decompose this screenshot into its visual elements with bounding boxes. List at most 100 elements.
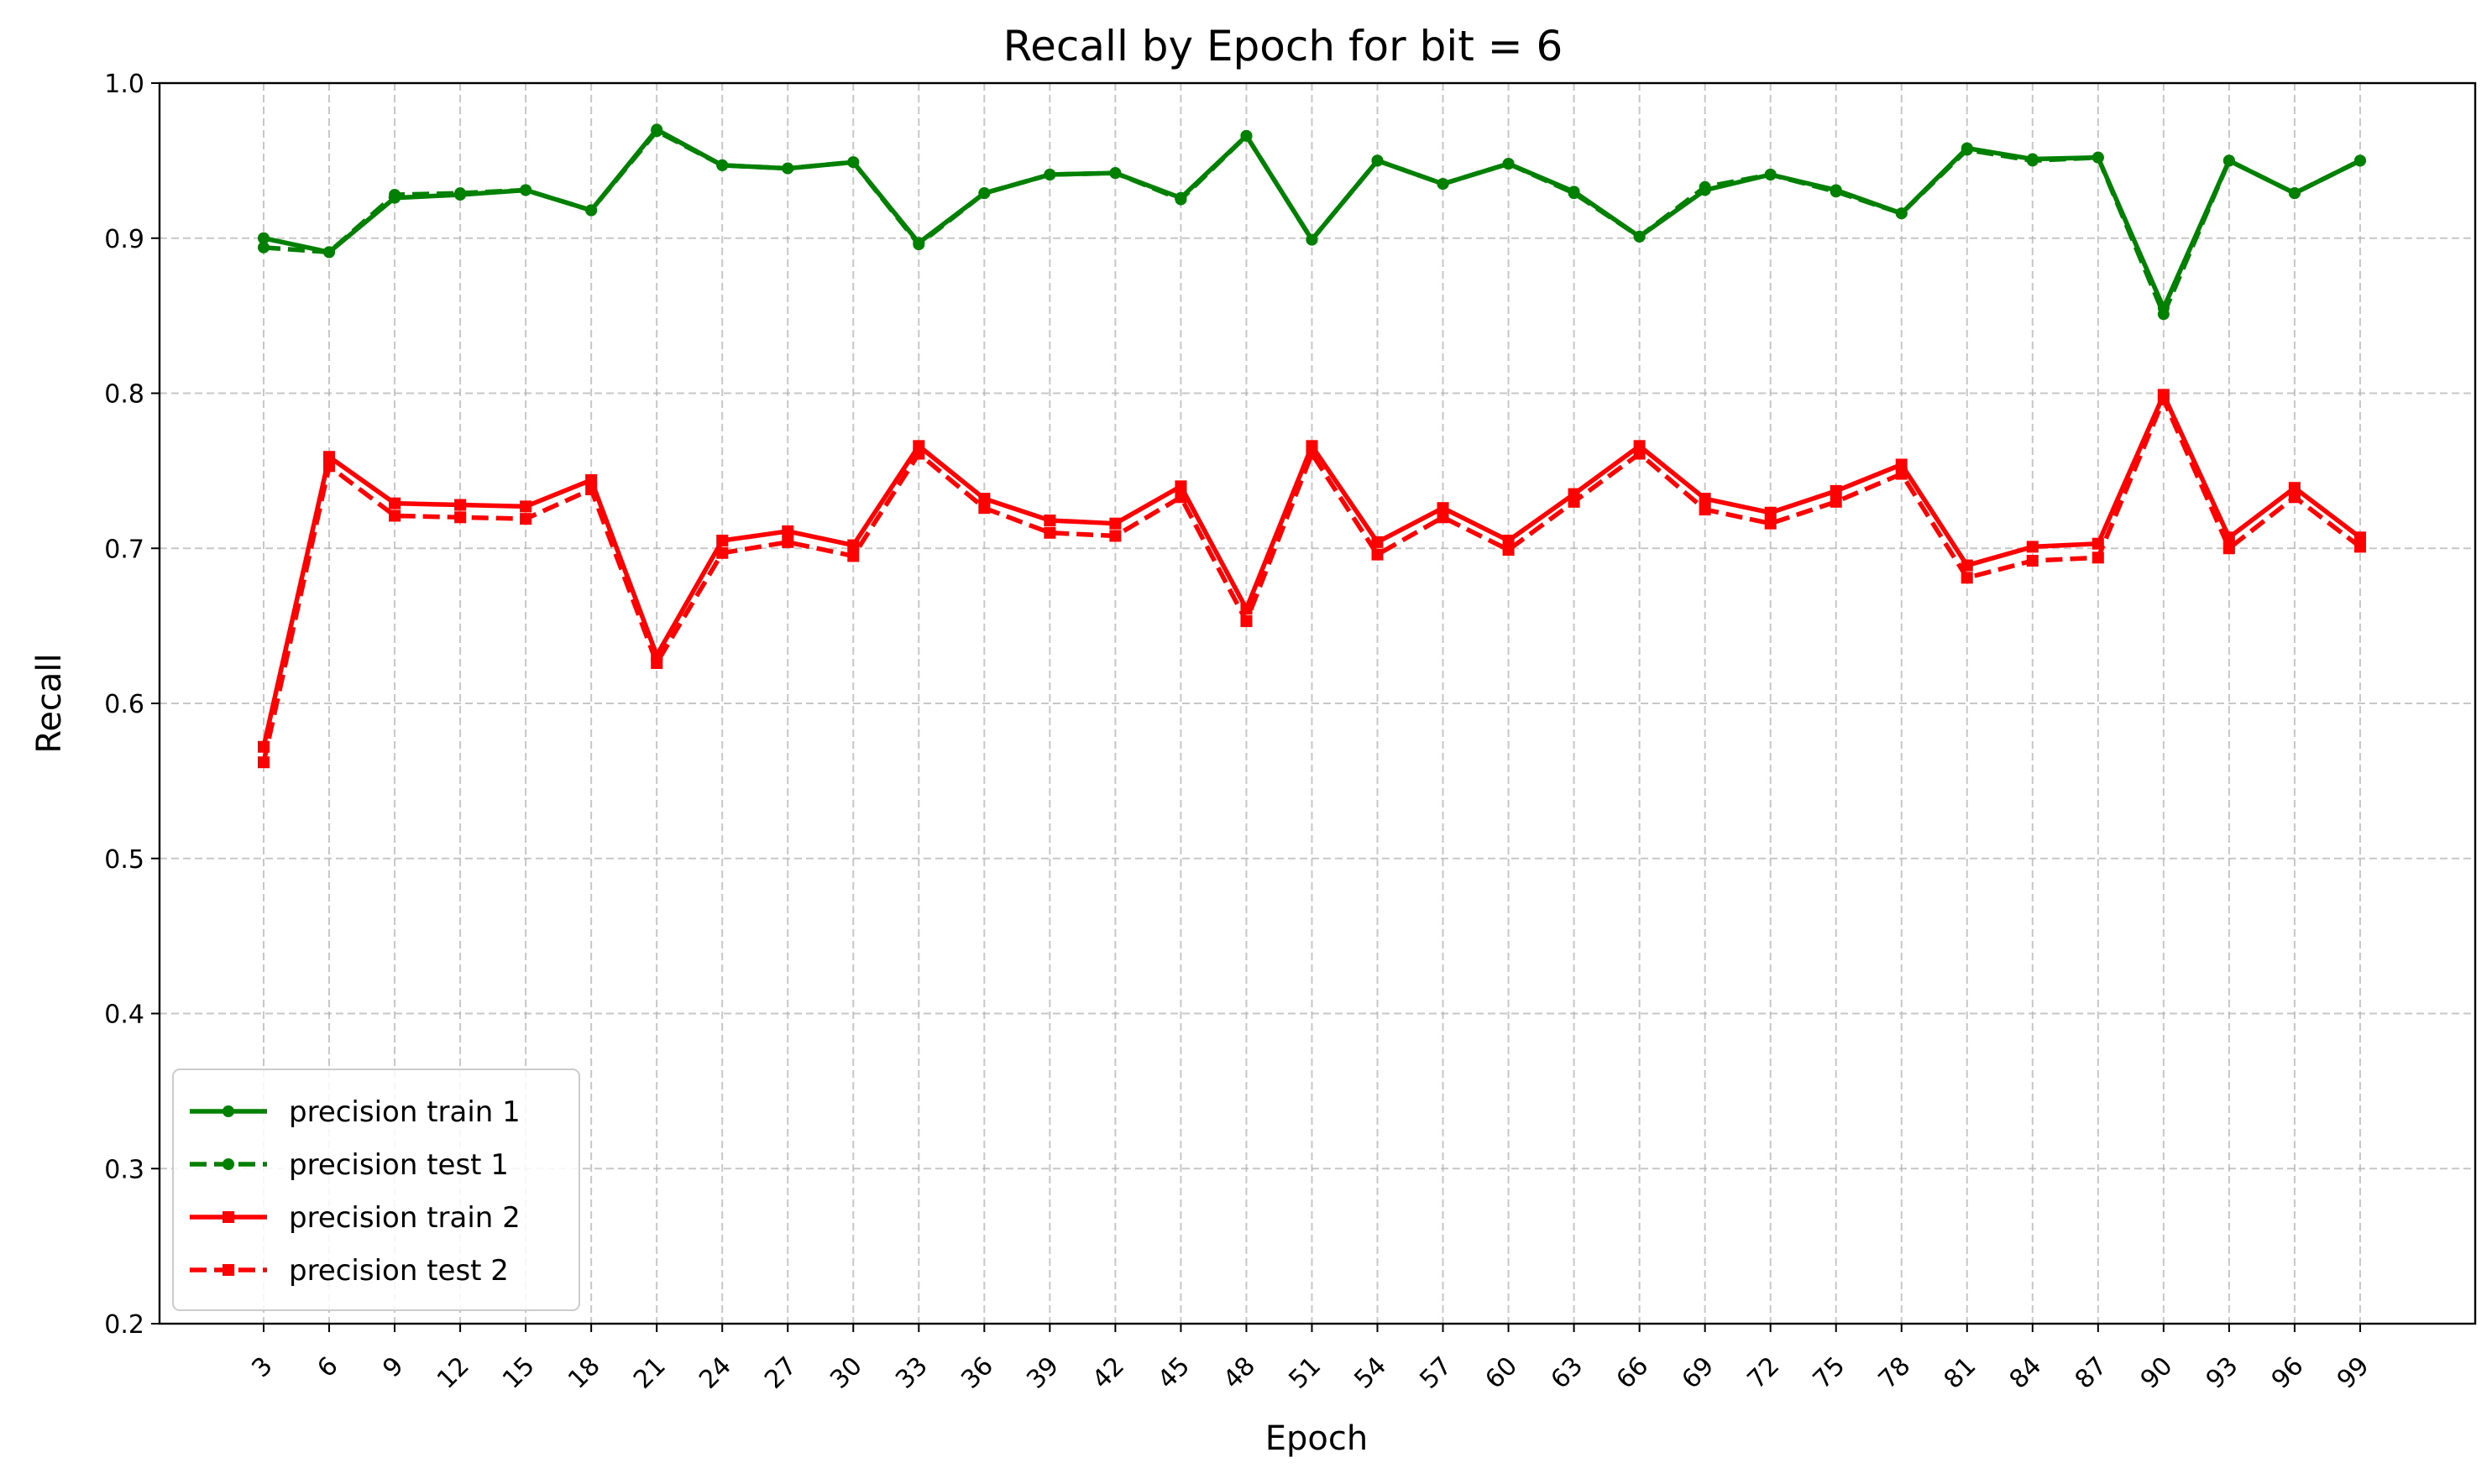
- data-point: [1437, 502, 1449, 515]
- data-point: [847, 550, 860, 562]
- data-point: [1240, 129, 1253, 142]
- legend-item: precision train 2: [190, 1201, 521, 1235]
- data-point: [520, 184, 532, 196]
- y-axis: 0.2 0.3 0.4 0.5 0.6 0.7 0.8 0.9 1.0: [104, 70, 160, 1340]
- legend-marker: [222, 1105, 234, 1117]
- data-point: [2288, 491, 2301, 504]
- data-point: [1633, 230, 1646, 243]
- data-point: [978, 502, 991, 515]
- data-point: [520, 513, 532, 525]
- y-tick-label: 0.2: [104, 1310, 144, 1340]
- y-axis-title: Recall: [30, 653, 69, 753]
- data-point: [651, 125, 663, 138]
- legend-label: precision test 1: [289, 1148, 509, 1182]
- legend-marker: [222, 1158, 234, 1170]
- data-point: [1044, 169, 1056, 181]
- data-point: [1502, 535, 1515, 547]
- series-group: [258, 123, 2366, 769]
- legend-label: precision train 1: [289, 1095, 521, 1129]
- data-point: [2288, 187, 2301, 200]
- data-point: [1306, 447, 1318, 460]
- data-point: [2288, 482, 2301, 494]
- data-point: [389, 189, 401, 201]
- data-point: [2222, 542, 2235, 555]
- y-tick-label: 0.8: [104, 380, 144, 410]
- data-point: [1830, 186, 1842, 198]
- data-point: [2157, 393, 2170, 405]
- data-point: [782, 525, 794, 537]
- data-point: [1895, 458, 1908, 471]
- data-point: [2092, 151, 2104, 164]
- data-point: [1175, 480, 1187, 493]
- data-point: [1044, 514, 1056, 526]
- data-point: [520, 500, 532, 513]
- data-point: [585, 473, 598, 486]
- legend-item: precision test 1: [190, 1148, 509, 1182]
- data-point: [1371, 154, 1384, 167]
- data-point: [782, 536, 794, 548]
- legend-box: [172, 1069, 580, 1311]
- data-point: [847, 539, 860, 551]
- data-point: [1764, 517, 1777, 530]
- data-point: [2026, 555, 2039, 567]
- data-point: [2222, 154, 2235, 167]
- legend-marker: [222, 1211, 234, 1223]
- data-point: [1240, 615, 1253, 628]
- data-point: [585, 204, 598, 217]
- data-point: [1044, 526, 1056, 539]
- data-point: [454, 187, 467, 200]
- data-point: [1895, 468, 1908, 480]
- y-tick-label: 0.5: [104, 845, 144, 875]
- grid: [160, 83, 2475, 1324]
- legend-item: precision train 1: [190, 1095, 521, 1129]
- y-tick-label: 0.6: [104, 690, 144, 719]
- data-point: [454, 499, 467, 511]
- data-point: [2157, 308, 2170, 321]
- data-point: [1764, 169, 1777, 181]
- legend-item: precision test 2: [190, 1254, 509, 1288]
- x-axis-title: Epoch: [1265, 1419, 1368, 1458]
- y-tick-label: 0.4: [104, 1001, 144, 1030]
- data-point: [323, 451, 336, 463]
- data-point: [258, 756, 270, 769]
- data-point: [585, 483, 598, 496]
- legend-marker: [222, 1264, 234, 1276]
- data-point: [716, 546, 729, 559]
- chart-title: Recall by Epoch for bit = 6: [1003, 22, 1563, 71]
- y-tick-label: 1.0: [104, 70, 144, 99]
- y-tick-label: 0.3: [104, 1155, 144, 1184]
- data-point: [2026, 541, 2039, 553]
- data-point: [1502, 158, 1515, 170]
- data-point: [1895, 207, 1908, 220]
- data-point: [1830, 484, 1842, 497]
- data-point: [2353, 531, 2366, 544]
- data-point: [913, 447, 925, 460]
- data-point: [389, 509, 401, 522]
- data-point: [978, 187, 991, 200]
- data-point: [323, 246, 336, 259]
- data-point: [1175, 491, 1187, 504]
- data-point: [1109, 167, 1122, 180]
- data-point: [2353, 541, 2366, 553]
- data-point: [1633, 447, 1646, 460]
- y-tick-label: 0.9: [104, 225, 144, 254]
- y-tick-label: 0.7: [104, 535, 144, 564]
- data-point: [1109, 517, 1122, 530]
- data-point: [1437, 178, 1449, 191]
- data-point: [1961, 559, 1973, 572]
- data-point: [716, 535, 729, 547]
- series-line: [261, 397, 2362, 763]
- data-point: [716, 159, 729, 171]
- data-point: [782, 162, 794, 175]
- data-point: [1961, 572, 1973, 584]
- data-point: [1175, 193, 1187, 206]
- data-point: [1830, 495, 1842, 508]
- data-point: [1109, 530, 1122, 542]
- legend-label: precision test 2: [289, 1254, 509, 1288]
- data-point: [1699, 493, 1711, 505]
- data-point: [1502, 544, 1515, 556]
- data-point: [2026, 154, 2039, 167]
- legend-label: precision train 2: [289, 1201, 521, 1235]
- data-point: [258, 232, 270, 244]
